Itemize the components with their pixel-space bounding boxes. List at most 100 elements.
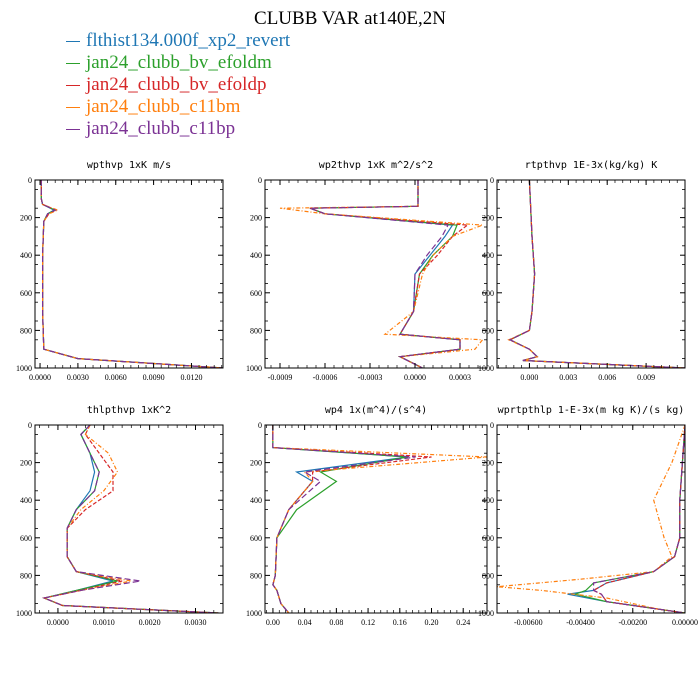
series-line-4 xyxy=(272,425,487,613)
panel-frame xyxy=(264,424,488,614)
x-tick-label: -0.00400 xyxy=(566,618,595,627)
series-line-5 xyxy=(309,180,461,368)
x-tick-label: 0.009 xyxy=(637,373,655,382)
legend-swatch xyxy=(66,128,80,131)
y-tick-label: 800 xyxy=(20,326,32,335)
y-tick-label: 600 xyxy=(20,534,32,543)
y-tick-label: 200 xyxy=(250,214,262,223)
x-tick-label: 0.003 xyxy=(559,373,577,382)
series-line-2 xyxy=(40,180,223,368)
legend-item-4: jan24_clubb_c11bm xyxy=(66,96,290,118)
x-tick-label: 0.0000 xyxy=(47,618,69,627)
panel-frame xyxy=(496,179,686,369)
legend-item-5: jan24_clubb_c11bp xyxy=(66,118,290,140)
x-tick-label: 0.006 xyxy=(598,373,616,382)
x-tick-label: 0.20 xyxy=(425,618,439,627)
y-tick-label: 200 xyxy=(250,459,262,468)
y-tick-label: 1000 xyxy=(478,609,494,618)
y-tick-label: 0 xyxy=(28,421,32,430)
series-line-4 xyxy=(40,180,223,368)
x-tick-label: 0.0020 xyxy=(139,618,161,627)
legend-label: jan24_clubb_c11bp xyxy=(86,118,236,139)
series-line-2 xyxy=(42,425,219,613)
y-tick-label: 400 xyxy=(20,251,32,260)
panel-frame xyxy=(34,179,224,369)
x-tick-label: 0.000 xyxy=(520,373,538,382)
panel-frame xyxy=(264,179,488,369)
x-tick-label: 0.0000 xyxy=(29,373,51,382)
y-tick-label: 0 xyxy=(28,176,32,185)
panel-title: wpthvp 1xK m/s xyxy=(87,160,171,171)
y-tick-label: 600 xyxy=(20,289,32,298)
series-line-5 xyxy=(272,425,416,613)
x-tick-label: -0.0003 xyxy=(358,373,383,382)
x-tick-label: 0.0010 xyxy=(93,618,115,627)
y-tick-label: 200 xyxy=(482,214,494,223)
y-tick-label: 800 xyxy=(482,326,494,335)
y-tick-label: 0 xyxy=(258,421,262,430)
x-tick-label: 0.16 xyxy=(393,618,407,627)
series-line-5 xyxy=(508,180,685,368)
legend-swatch xyxy=(66,62,80,65)
series-line-4 xyxy=(497,425,685,613)
figure-title: CLUBB VAR at140E,2N xyxy=(254,8,446,29)
x-tick-label: 0.0060 xyxy=(105,373,127,382)
y-tick-label: 400 xyxy=(250,251,262,260)
series-line-3 xyxy=(592,425,685,613)
x-tick-label: 0.0030 xyxy=(67,373,89,382)
y-tick-label: 1000 xyxy=(16,364,32,373)
y-tick-label: 1000 xyxy=(246,609,262,618)
legend-label: flthist134.000f_xp2_revert xyxy=(86,30,291,51)
x-tick-label: 0.00 xyxy=(266,618,280,627)
y-tick-label: 800 xyxy=(20,571,32,580)
panel-title: rtpthvp 1E-3x(kg/kg) K xyxy=(525,160,657,171)
series-line-3 xyxy=(508,180,685,368)
x-tick-label: -0.00200 xyxy=(618,618,647,627)
series-line-1 xyxy=(567,425,685,613)
legend-swatch xyxy=(66,106,80,109)
y-tick-label: 0 xyxy=(258,176,262,185)
y-tick-label: 400 xyxy=(20,496,32,505)
series-line-2 xyxy=(508,180,685,368)
x-tick-label: 0.0030 xyxy=(184,618,206,627)
legend-item-3: jan24_clubb_bv_efoldp xyxy=(66,74,290,96)
legend-swatch xyxy=(66,40,80,43)
x-tick-label: 0.24 xyxy=(456,618,470,627)
legend-swatch xyxy=(66,84,80,87)
y-tick-label: 1000 xyxy=(246,364,262,373)
series-line-4 xyxy=(279,180,484,368)
legend-label: jan24_clubb_c11bm xyxy=(86,96,241,117)
y-tick-label: 400 xyxy=(482,496,494,505)
y-tick-label: 400 xyxy=(250,496,262,505)
x-tick-label: 0.0003 xyxy=(449,373,471,382)
legend-label: jan24_clubb_bv_efoldm xyxy=(86,52,272,73)
x-tick-label: -0.0006 xyxy=(313,373,338,382)
series-line-1 xyxy=(42,425,219,613)
y-tick-label: 800 xyxy=(250,326,262,335)
series-line-3 xyxy=(309,180,470,368)
panel-title: wprtpthlp 1-E-3x(m kg K)/(s kg) xyxy=(498,405,685,416)
y-tick-label: 600 xyxy=(250,289,262,298)
series-line-2 xyxy=(573,425,685,613)
series-line-1 xyxy=(508,180,685,368)
y-tick-label: 0 xyxy=(490,176,494,185)
panel-title: thlpthvp 1xK^2 xyxy=(87,405,171,416)
series-line-1 xyxy=(40,180,223,368)
y-tick-label: 800 xyxy=(482,571,494,580)
panel-frame xyxy=(34,424,224,614)
y-tick-label: 1000 xyxy=(478,364,494,373)
panel-4: thlpthvp 1xK^2 0 200 400 600 800 1000 0.0000 0.0… xyxy=(16,405,224,627)
y-tick-label: 600 xyxy=(250,534,262,543)
legend-item-1: flthist134.000f_xp2_revert xyxy=(66,30,290,52)
x-tick-label: 0.12 xyxy=(361,618,375,627)
panel-6: wprtpthlp 1-E-3x(m kg K)/(s kg) 0 200 400 60… xyxy=(478,405,698,627)
series-line-5 xyxy=(40,180,223,368)
y-tick-label: 600 xyxy=(482,289,494,298)
panel-5: wp4 1x(m^4)/(s^4) 0 200 400 600 800 1000 0.00 0.… xyxy=(246,405,488,627)
panel-title: wp2thvp 1xK m^2/s^2 xyxy=(319,160,433,171)
y-tick-label: 400 xyxy=(482,251,494,260)
panel-3: rtpthvp 1E-3x(kg/kg) K 0 200 400 600 800 1000 0… xyxy=(478,160,686,382)
x-tick-label: 0.0000 xyxy=(404,373,426,382)
series-line-5 xyxy=(592,425,685,613)
x-tick-label: 0.0090 xyxy=(143,373,165,382)
